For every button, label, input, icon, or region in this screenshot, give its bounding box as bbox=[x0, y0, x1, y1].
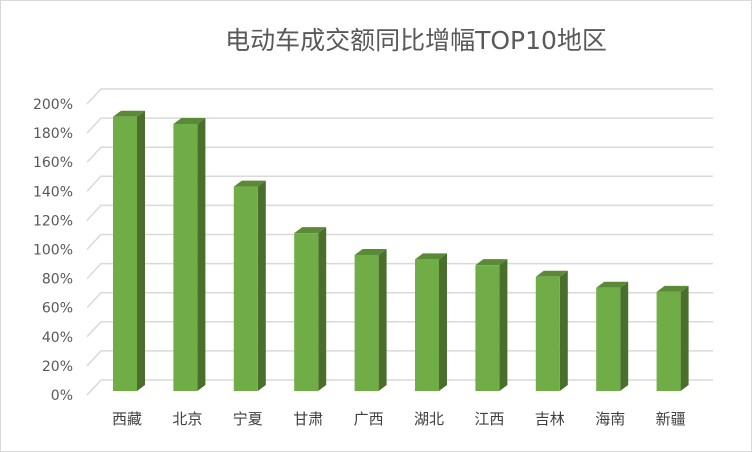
gridline bbox=[86, 117, 713, 134]
x-tick-label: 新疆 bbox=[656, 410, 686, 428]
y-tick-label: 60% bbox=[42, 301, 73, 317]
bar-top bbox=[656, 285, 689, 292]
bar-side bbox=[318, 227, 327, 391]
chart-title: 电动车成交额同比增幅TOP10地区 bbox=[225, 26, 607, 55]
bar bbox=[596, 287, 621, 391]
bar bbox=[656, 291, 681, 391]
bar-top bbox=[173, 118, 206, 125]
bar bbox=[294, 233, 319, 391]
y-tick-label: 180% bbox=[33, 126, 73, 142]
bar-side bbox=[257, 180, 266, 391]
gridline bbox=[86, 379, 713, 396]
gridline bbox=[86, 350, 713, 367]
x-tick-label: 江西 bbox=[474, 410, 504, 428]
x-tick-label: 西藏 bbox=[112, 410, 142, 428]
gridline bbox=[86, 204, 713, 221]
bar-side bbox=[197, 118, 206, 391]
gridline bbox=[86, 262, 713, 280]
bar bbox=[475, 265, 500, 391]
x-tick-label: 广西 bbox=[354, 410, 384, 428]
bar-top bbox=[113, 110, 145, 117]
bar-side bbox=[378, 248, 387, 391]
y-tick-label: 40% bbox=[42, 330, 73, 346]
y-tick-label: 100% bbox=[33, 243, 73, 259]
y-tick-label: 20% bbox=[42, 359, 73, 375]
bar bbox=[415, 259, 439, 391]
bar bbox=[173, 124, 198, 391]
y-tick-label: 0% bbox=[51, 388, 73, 404]
y-tick-label: 160% bbox=[33, 155, 73, 171]
gridline bbox=[86, 321, 713, 338]
bar-top bbox=[415, 253, 447, 260]
bar-top bbox=[596, 281, 629, 288]
bar-side bbox=[137, 110, 145, 391]
x-tick-label: 海南 bbox=[595, 410, 625, 428]
gridline bbox=[86, 88, 713, 105]
gridline bbox=[86, 233, 713, 251]
bar-top bbox=[354, 248, 387, 255]
bar bbox=[354, 254, 379, 391]
bar bbox=[233, 186, 258, 391]
bar bbox=[113, 116, 137, 391]
bar-side bbox=[499, 259, 508, 391]
x-tick-label: 湖北 bbox=[414, 410, 444, 428]
gridline bbox=[86, 175, 713, 192]
y-tick-label: 200% bbox=[33, 97, 73, 113]
y-tick-label: 140% bbox=[33, 184, 73, 200]
bar-top bbox=[535, 270, 568, 277]
x-tick-label: 吉林 bbox=[535, 410, 565, 428]
bar-top bbox=[294, 227, 327, 234]
bar-side bbox=[680, 285, 689, 391]
gridline bbox=[86, 146, 713, 163]
y-tick-label: 80% bbox=[42, 272, 73, 288]
bar-top bbox=[233, 180, 266, 187]
bar-side bbox=[620, 281, 629, 391]
x-tick-label: 宁夏 bbox=[233, 410, 263, 428]
x-tick-label: 北京 bbox=[172, 410, 202, 428]
bar-top bbox=[475, 259, 508, 266]
bar-side bbox=[559, 270, 568, 391]
y-tick-label: 120% bbox=[33, 213, 73, 229]
gridline bbox=[86, 291, 713, 309]
bar bbox=[535, 276, 560, 391]
bar-side bbox=[439, 253, 447, 391]
x-tick-label: 甘肃 bbox=[293, 410, 323, 428]
